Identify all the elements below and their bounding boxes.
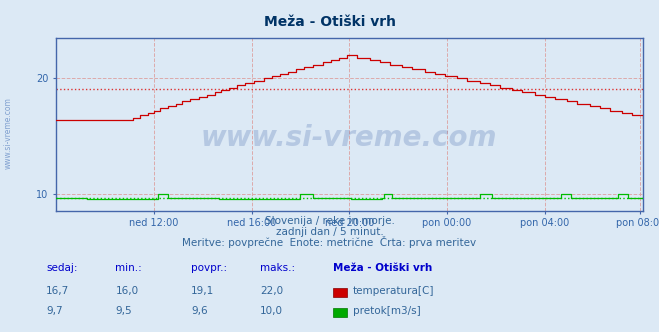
Text: 10,0: 10,0 — [260, 306, 283, 316]
Text: maks.:: maks.: — [260, 263, 295, 273]
Text: 22,0: 22,0 — [260, 286, 283, 296]
Text: 16,0: 16,0 — [115, 286, 138, 296]
Text: 9,7: 9,7 — [46, 306, 63, 316]
Text: Slovenija / reke in morje.: Slovenija / reke in morje. — [264, 216, 395, 226]
Text: min.:: min.: — [115, 263, 142, 273]
Text: Meža - Otiški vrh: Meža - Otiški vrh — [333, 263, 432, 273]
Text: Meritve: povprečne  Enote: metrične  Črta: prva meritev: Meritve: povprečne Enote: metrične Črta:… — [183, 236, 476, 248]
Text: www.si-vreme.com: www.si-vreme.com — [201, 124, 498, 152]
Text: temperatura[C]: temperatura[C] — [353, 286, 434, 296]
Text: Meža - Otiški vrh: Meža - Otiški vrh — [264, 15, 395, 29]
Text: pretok[m3/s]: pretok[m3/s] — [353, 306, 420, 316]
Text: sedaj:: sedaj: — [46, 263, 78, 273]
Text: www.si-vreme.com: www.si-vreme.com — [4, 97, 13, 169]
Text: 19,1: 19,1 — [191, 286, 214, 296]
Text: 9,6: 9,6 — [191, 306, 208, 316]
Text: povpr.:: povpr.: — [191, 263, 227, 273]
Text: 9,5: 9,5 — [115, 306, 132, 316]
Text: zadnji dan / 5 minut.: zadnji dan / 5 minut. — [275, 227, 384, 237]
Text: 16,7: 16,7 — [46, 286, 69, 296]
